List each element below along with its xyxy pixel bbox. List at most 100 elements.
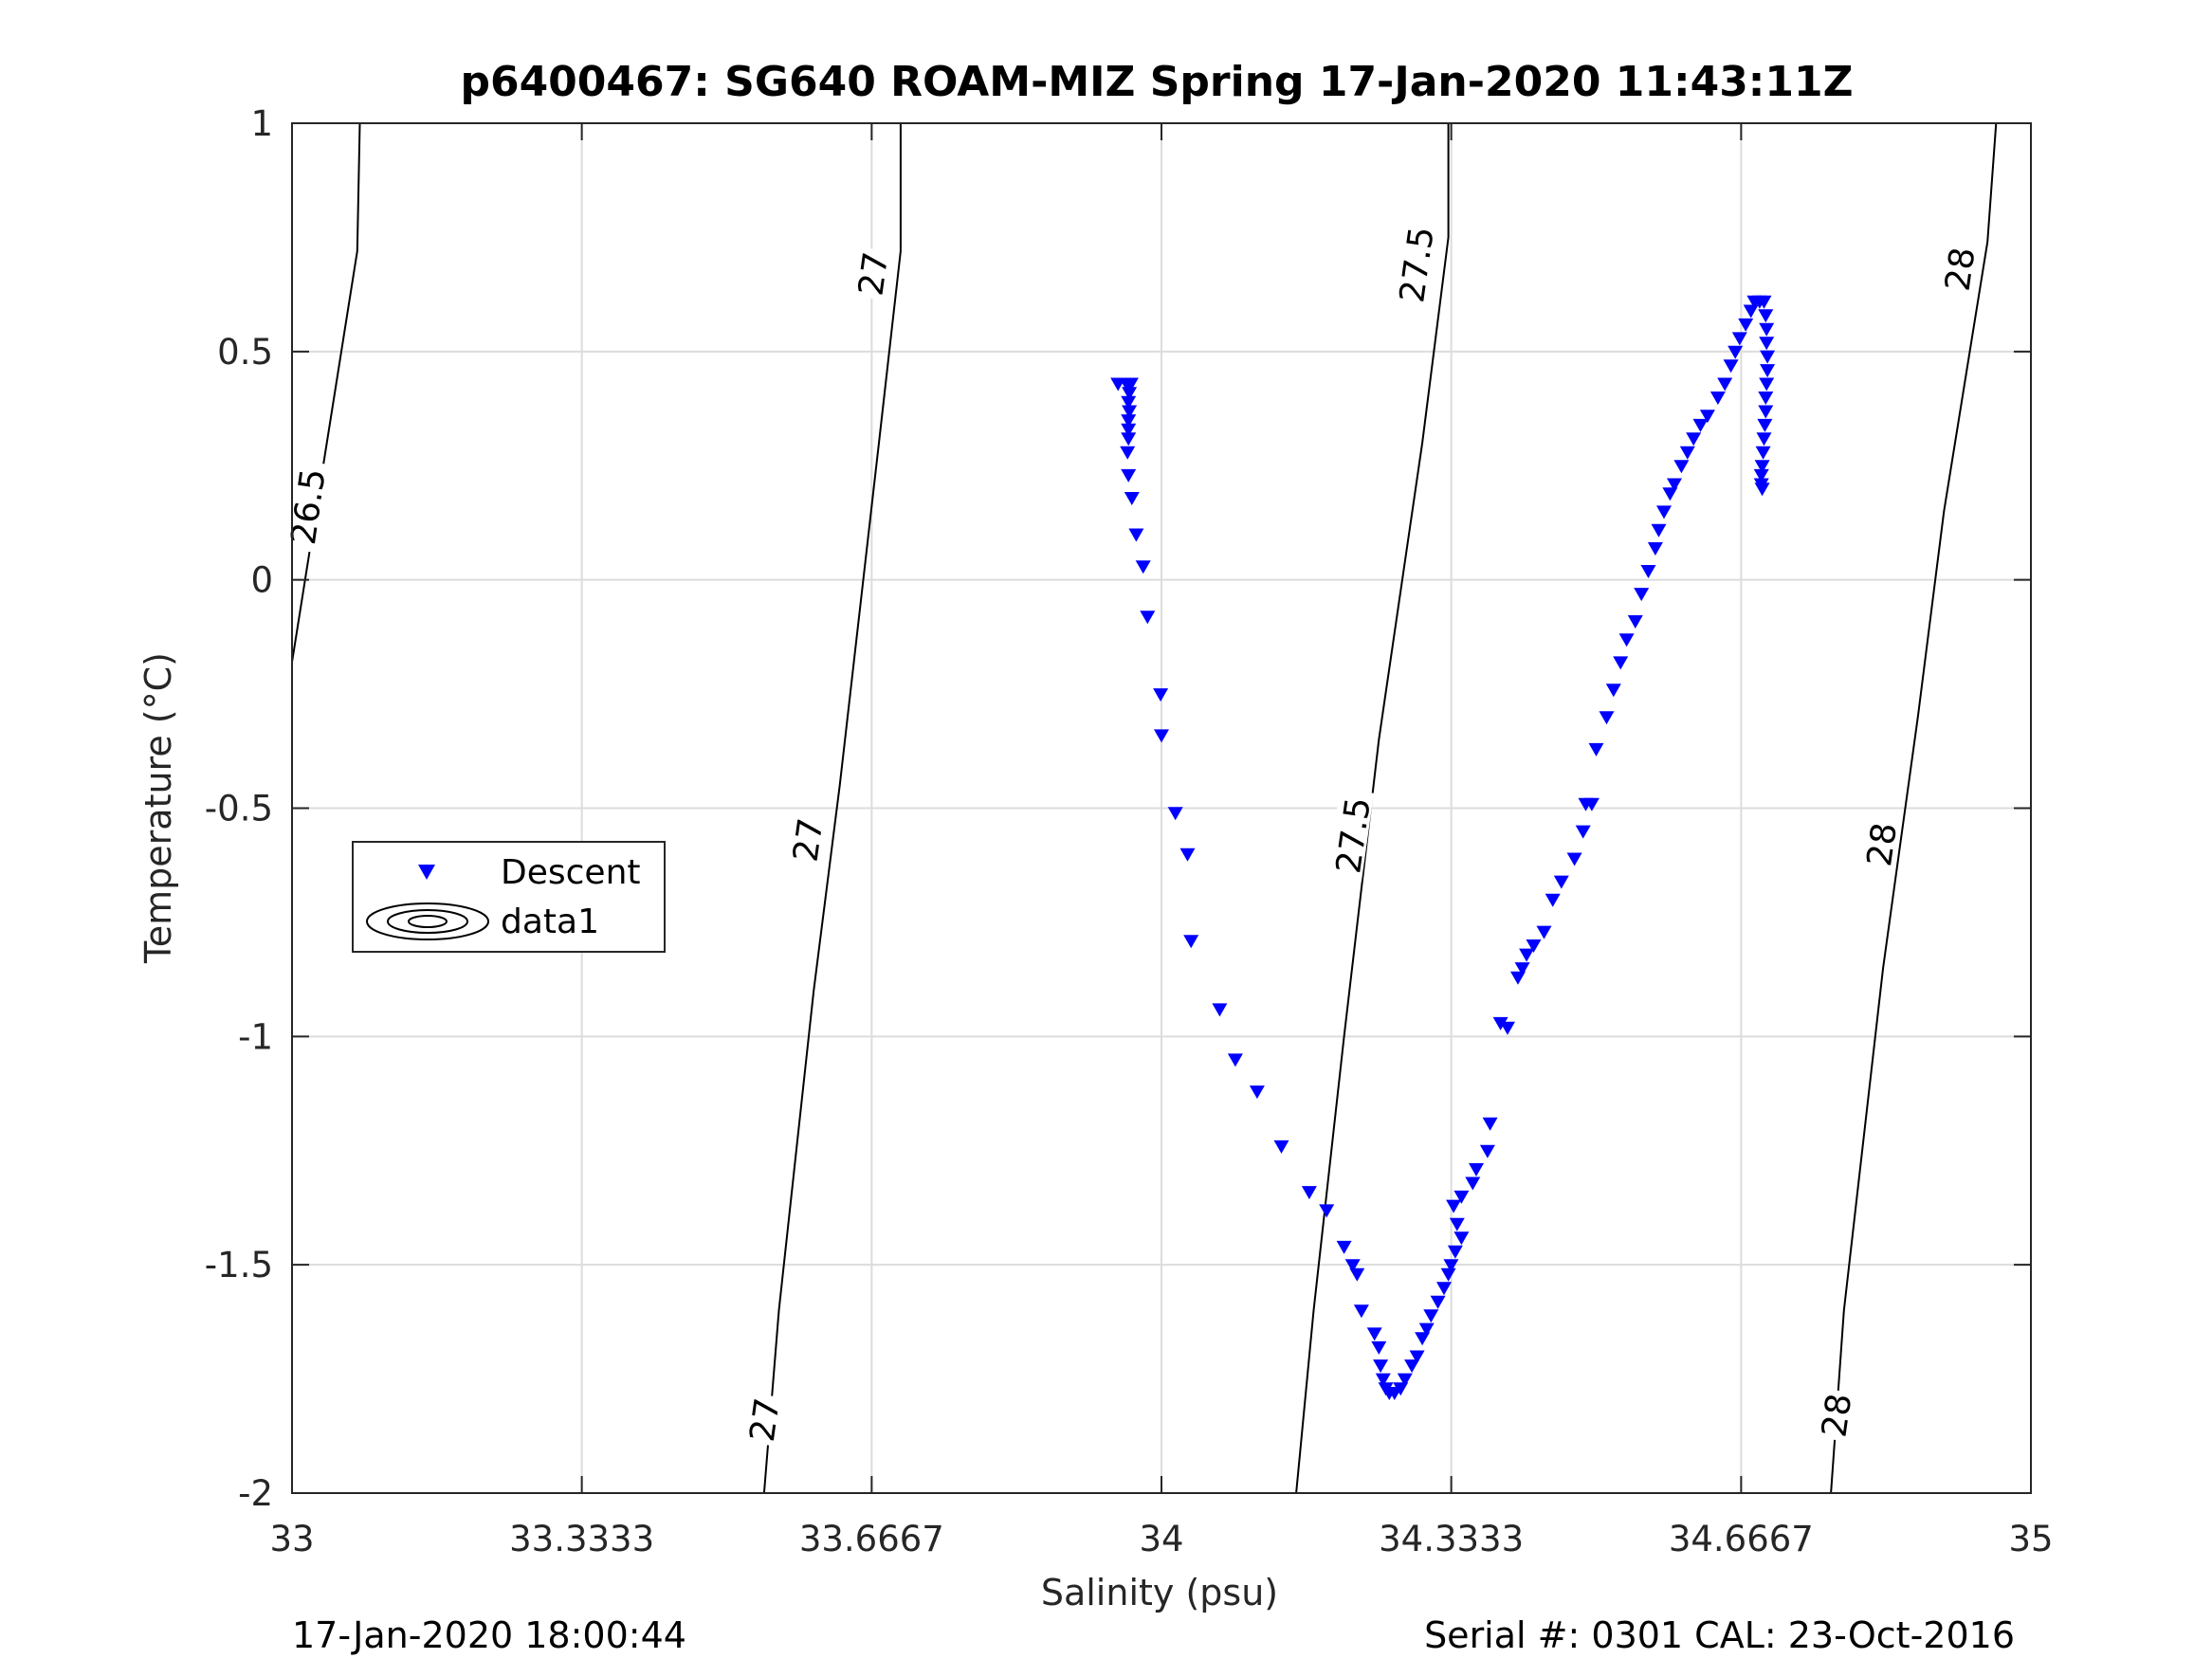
- y-tick-label: -1.5: [205, 1245, 273, 1285]
- descent-point: [1453, 1231, 1470, 1246]
- descent-point: [1758, 392, 1774, 405]
- descent-point: [1436, 1282, 1452, 1296]
- descent-point: [1566, 852, 1582, 866]
- descent-point: [1121, 423, 1137, 437]
- descent-point: [1575, 825, 1591, 839]
- descent-point: [1717, 377, 1733, 392]
- descent-point: [1423, 1309, 1439, 1323]
- descent-point: [1393, 1382, 1409, 1396]
- y-axis-label: Temperature (°C): [137, 652, 179, 964]
- contour-line-27.5: [1295, 123, 1450, 1494]
- y-tick-label: -0.5: [205, 789, 273, 830]
- footer-serial-cal: Serial #: 0301 CAL: 23-Oct-2016: [1424, 1614, 2015, 1656]
- descent-point: [1728, 345, 1744, 359]
- descent-point: [1301, 1186, 1317, 1200]
- descent-point: [1760, 364, 1776, 378]
- contour-label-28: 28: [1858, 817, 1905, 871]
- descent-point: [1760, 350, 1776, 364]
- descent-point: [1526, 939, 1542, 953]
- x-tick-label: 33: [269, 1519, 314, 1559]
- contour-label-27.5: 27.5: [1327, 788, 1379, 882]
- descent-point: [1759, 377, 1775, 392]
- descent-point: [1227, 1053, 1243, 1067]
- descent-point: [1409, 1350, 1425, 1364]
- contour-label-bg: [1813, 1388, 1855, 1442]
- descent-point: [1397, 1373, 1413, 1387]
- descent-point: [1349, 1267, 1365, 1282]
- legend-descent-label: Descent: [501, 853, 641, 892]
- descent-point: [1140, 611, 1156, 625]
- descent-point: [1731, 332, 1747, 346]
- legend-contour-icon: [366, 902, 489, 940]
- descent-point: [1440, 1267, 1456, 1282]
- descent-point: [1121, 468, 1137, 483]
- y-tick-labels: -2 -1.5 -1 -0.5 0 0.5 1: [205, 103, 273, 1514]
- descent-point: [1640, 565, 1656, 578]
- x-tick-label: 35: [2008, 1519, 2053, 1559]
- descent-point: [1469, 1163, 1484, 1176]
- descent-point: [1212, 1003, 1228, 1017]
- contour-label-bg: [1937, 242, 1979, 296]
- descent-point: [1273, 1139, 1289, 1154]
- contour-label-bg: [850, 246, 891, 301]
- contour-label-bg: [1327, 788, 1375, 882]
- contour-label-bg: [282, 459, 329, 554]
- descent-point: [1754, 460, 1770, 474]
- x-axis-label: Salinity (psu): [1041, 1572, 1278, 1613]
- contour-label-text: 27: [851, 249, 896, 298]
- contour-label-text: 28: [1860, 820, 1905, 868]
- contour-label-text: 27: [787, 816, 832, 865]
- descent-point: [1449, 1217, 1465, 1231]
- footer-timestamp: 17-Jan-2020 18:00:44: [292, 1614, 686, 1656]
- contour-label-bg: [1858, 817, 1900, 871]
- contour-label-bg: [741, 1393, 783, 1447]
- descent-point: [1418, 1322, 1435, 1337]
- descent-point: [1122, 405, 1138, 419]
- contour-label-27: 27: [850, 246, 896, 301]
- descent-point: [1757, 418, 1773, 432]
- descent-point: [1545, 893, 1561, 907]
- descent-point: [1755, 446, 1771, 460]
- descent-point: [1679, 446, 1695, 460]
- contour-line-26.5: [291, 122, 361, 663]
- descent-point: [1756, 432, 1772, 447]
- grid: [292, 123, 2031, 1493]
- descent-point: [1738, 318, 1754, 332]
- descent-point: [1634, 588, 1650, 602]
- descent-point: [1415, 1332, 1431, 1346]
- legend-descent-marker: [418, 865, 435, 880]
- descent-point: [1667, 478, 1682, 492]
- y-tick-label: 0: [250, 560, 273, 601]
- y-tick-label: -2: [238, 1473, 273, 1514]
- descent-point: [1514, 962, 1530, 976]
- descent-point: [1344, 1259, 1361, 1273]
- descent-point: [1465, 1176, 1481, 1191]
- descent-point: [1627, 615, 1643, 629]
- descent-point: [1519, 948, 1535, 962]
- contour-label-27: 27: [785, 812, 832, 866]
- x-tick-label: 34.6667: [1669, 1519, 1814, 1559]
- descent-point: [1758, 309, 1774, 323]
- legend: Descent data1: [352, 841, 666, 953]
- descent-point: [1366, 1327, 1382, 1341]
- descent-point: [1179, 848, 1196, 862]
- descent-point: [1371, 1340, 1387, 1355]
- descent-point: [1618, 633, 1635, 647]
- legend-data1-label: data1: [501, 902, 599, 941]
- y-tick-label: -1: [238, 1016, 273, 1057]
- descent-point: [1453, 1190, 1470, 1204]
- descent-point: [1510, 971, 1526, 985]
- contour-label-text: 28: [1815, 1391, 1859, 1439]
- legend-box: [352, 841, 666, 953]
- descent-point: [1121, 414, 1137, 428]
- contour-label-text: 28: [1939, 245, 1983, 293]
- descent-point: [1588, 742, 1604, 757]
- y-tick-label: 0.5: [217, 332, 273, 373]
- descent-point: [1759, 337, 1775, 351]
- descent-point: [1651, 523, 1667, 538]
- descent-point: [1124, 492, 1140, 505]
- descent-point: [1353, 1304, 1369, 1319]
- x-tick-label: 33.3333: [509, 1519, 654, 1559]
